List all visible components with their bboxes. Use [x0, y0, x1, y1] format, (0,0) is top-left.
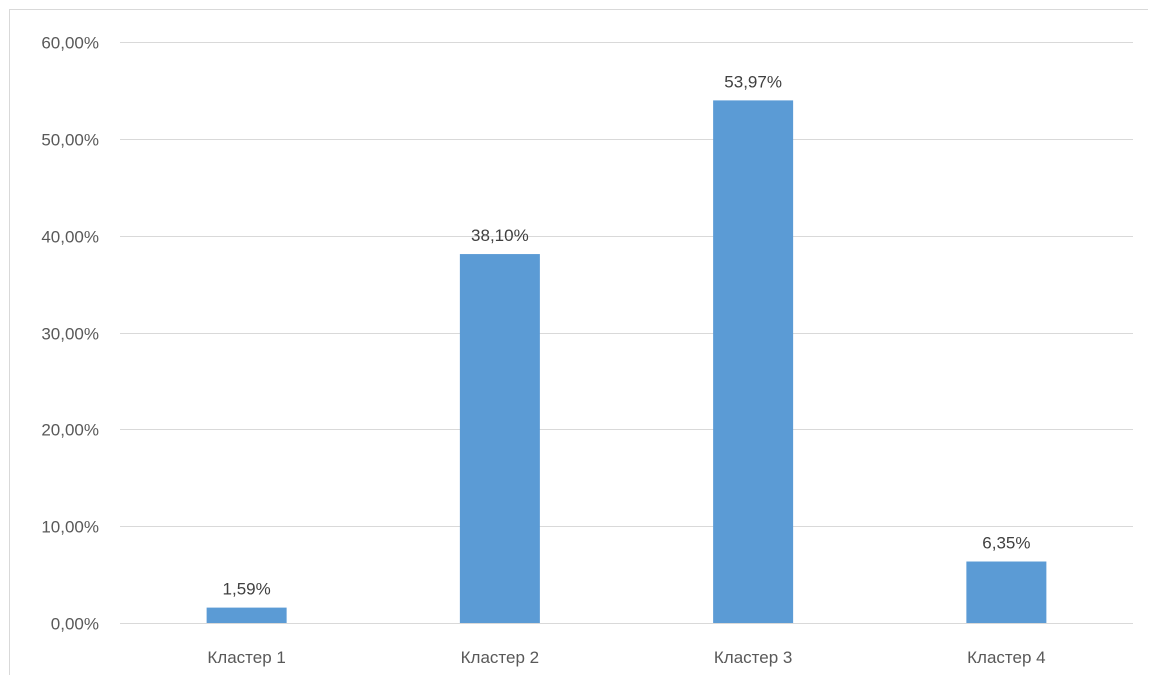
data-label: 1,59% [223, 580, 271, 599]
bar [459, 254, 540, 623]
chart-frame [9, 9, 1148, 675]
y-tick-label: 0,00% [51, 615, 99, 634]
data-label: 38,10% [471, 226, 529, 245]
y-tick-label: 20,00% [41, 421, 99, 440]
y-tick-label: 60,00% [41, 34, 99, 53]
bars [206, 100, 1047, 623]
y-tick-label: 50,00% [41, 131, 99, 150]
y-axis-ticks: 0,00% 10,00% 20,00% 30,00% 40,00% 50,00% 60,00… [41, 34, 99, 634]
x-tick-label: Кластер 3 [714, 648, 792, 667]
x-axis-categories: Кластер 1 Кластер 2 Кластер 3 Кластер 4 [207, 648, 1045, 667]
x-tick-label: Кластер 1 [207, 648, 285, 667]
data-label: 6,35% [982, 534, 1030, 553]
y-tick-label: 30,00% [41, 325, 99, 344]
data-labels: 1,59% 38,10% 53,97% 6,35% [223, 72, 1031, 598]
bar [206, 607, 287, 623]
y-tick-label: 10,00% [41, 518, 99, 537]
x-tick-label: Кластер 2 [461, 648, 539, 667]
bar [713, 100, 794, 623]
x-tick-label: Кластер 4 [967, 648, 1045, 667]
y-tick-label: 40,00% [41, 228, 99, 247]
data-label: 53,97% [724, 72, 782, 91]
gridlines [120, 42, 1133, 624]
bar [966, 561, 1047, 623]
